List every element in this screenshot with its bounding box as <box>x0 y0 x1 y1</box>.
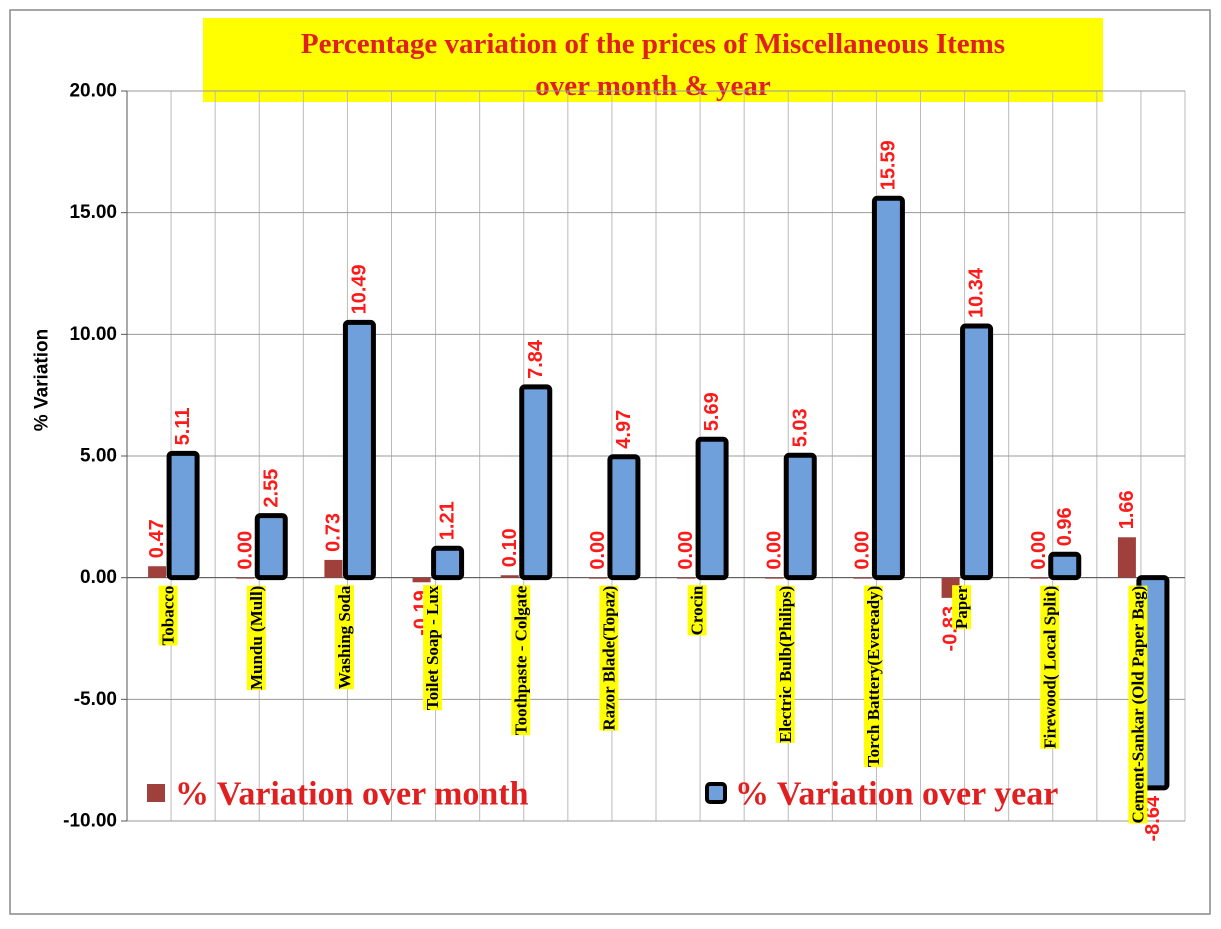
value-label: 4.97 <box>613 410 635 449</box>
value-label: 5.69 <box>701 392 723 431</box>
category-label-bg <box>599 585 619 731</box>
value-label: 0.00 <box>675 531 697 570</box>
bar <box>412 577 431 583</box>
value-label: 0.00 <box>851 531 873 570</box>
value-label: 0.00 <box>1028 531 1050 570</box>
legend-swatch <box>147 784 165 802</box>
bar <box>1117 537 1136 578</box>
value-label: 0.00 <box>234 531 256 570</box>
bar <box>431 545 465 581</box>
bar <box>519 384 553 581</box>
x-tick-label: Electric Bulb(Philips) <box>776 586 795 743</box>
value-label: 0.47 <box>146 519 168 558</box>
category-label-bg <box>246 585 266 691</box>
category-label-bg <box>775 585 795 743</box>
category-label-group: Toothpaste - Colgate <box>511 585 531 736</box>
value-label: 0.73 <box>322 513 344 552</box>
category-label-bg <box>952 585 972 630</box>
x-tick-label: Crocin <box>688 585 707 635</box>
chart-title: Percentage variation of the prices of Mi… <box>301 28 1005 60</box>
bar <box>148 566 167 578</box>
y-tick-label: 0.00 <box>80 567 117 588</box>
bar <box>677 577 696 579</box>
category-label-group: Toilet Soap - Lux <box>423 585 443 711</box>
category-label-group: Electric Bulb(Philips) <box>775 585 795 743</box>
value-label: 0.96 <box>1054 507 1076 546</box>
bar <box>765 577 784 579</box>
bar <box>960 323 994 581</box>
x-tick-label: Toothpaste - Colgate <box>511 585 530 735</box>
value-label: 0.00 <box>587 531 609 570</box>
value-label: 0.10 <box>499 528 521 567</box>
category-label-group: Tobacco <box>158 585 178 646</box>
category-label-bg <box>423 585 443 711</box>
value-label: 2.55 <box>260 469 282 508</box>
y-tick-label: 20.00 <box>69 81 117 102</box>
bar <box>871 195 905 581</box>
legend-swatch <box>705 782 727 804</box>
y-tick-label: -10.00 <box>63 811 117 832</box>
x-tick-label: Torch Battery(Eveready) <box>864 586 883 767</box>
y-tick-label: 10.00 <box>69 324 117 345</box>
category-label-bg <box>863 585 883 768</box>
bar <box>236 577 255 579</box>
bar <box>588 577 607 579</box>
category-label-bg <box>158 585 178 646</box>
category-label-bg <box>334 585 354 690</box>
x-tick-label: Paper <box>952 585 971 629</box>
category-label-group: Torch Battery(Eveready) <box>863 585 883 768</box>
value-label: 7.84 <box>525 339 547 379</box>
bar <box>1029 577 1048 579</box>
x-tick-label: Mundu (Mull) <box>247 586 266 690</box>
category-label-bg <box>1040 585 1060 749</box>
legend-label: % Variation over year <box>735 776 1058 813</box>
y-tick-label: -5.00 <box>74 689 117 710</box>
value-label: 10.49 <box>348 264 370 314</box>
x-tick-label: Firewood( Local Split) <box>1040 586 1059 749</box>
value-label: 1.21 <box>437 501 459 540</box>
x-tick-label: Washing Soda <box>335 585 354 689</box>
bar <box>695 436 729 581</box>
category-label-bg <box>1128 585 1148 824</box>
y-tick-label: 15.00 <box>69 202 117 223</box>
bar <box>342 319 376 581</box>
category-label-bg <box>687 585 707 636</box>
category-label-group: Washing Soda <box>334 585 354 690</box>
category-label-group: Paper <box>952 585 972 630</box>
category-label-group: Cement-Sankar (Old Paper Bag) <box>1128 585 1148 824</box>
x-tick-label: Tobacco <box>159 586 178 646</box>
category-label-bg <box>511 585 531 736</box>
y-tick-label: 5.00 <box>80 446 117 467</box>
title-box <box>203 18 1103 102</box>
category-label-group: Mundu (Mull) <box>246 585 266 691</box>
bar <box>853 577 872 579</box>
category-label-group: Razor Blade(Topaz) <box>599 585 619 731</box>
bar <box>254 513 288 581</box>
value-label: 10.34 <box>966 267 988 318</box>
category-label-group: Firewood( Local Split) <box>1040 585 1060 749</box>
bar <box>783 452 817 581</box>
y-axis-label: % Variation <box>32 329 53 431</box>
value-label: 1.66 <box>1116 490 1138 529</box>
legend-label: % Variation over month <box>175 776 529 813</box>
x-tick-label: Toilet Soap - Lux <box>423 585 442 710</box>
chart-subtitle: over month & year <box>535 70 771 102</box>
bar <box>166 450 200 581</box>
bar <box>607 454 641 581</box>
value-label: 15.59 <box>877 140 899 190</box>
bar <box>324 559 343 578</box>
x-tick-label: Razor Blade(Topaz) <box>599 586 618 731</box>
value-label: 0.00 <box>763 531 785 570</box>
bar <box>500 575 519 578</box>
bar <box>1048 551 1082 581</box>
value-label: 5.03 <box>789 408 811 447</box>
x-tick-label: Cement-Sankar (Old Paper Bag) <box>1128 586 1147 824</box>
category-label-group: Crocin <box>687 585 707 636</box>
value-label: 5.11 <box>172 407 194 445</box>
